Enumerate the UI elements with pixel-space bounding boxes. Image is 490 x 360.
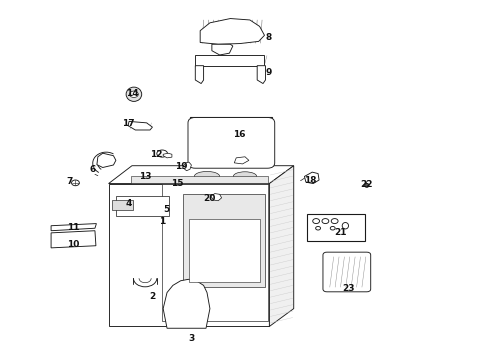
Ellipse shape	[342, 222, 348, 229]
FancyBboxPatch shape	[188, 117, 275, 168]
Polygon shape	[189, 219, 260, 282]
Polygon shape	[196, 55, 265, 66]
Ellipse shape	[233, 172, 257, 181]
Polygon shape	[162, 184, 269, 321]
Text: 14: 14	[125, 89, 138, 98]
Text: 9: 9	[265, 68, 271, 77]
Polygon shape	[304, 172, 319, 184]
Text: 23: 23	[342, 284, 355, 293]
Text: 20: 20	[204, 194, 216, 203]
Bar	[307, 214, 365, 241]
Text: 8: 8	[265, 33, 271, 42]
Text: 4: 4	[126, 199, 132, 208]
Text: 19: 19	[175, 162, 188, 171]
Polygon shape	[234, 157, 249, 164]
Polygon shape	[200, 18, 265, 44]
Polygon shape	[196, 66, 203, 84]
Text: 13: 13	[139, 172, 151, 181]
Ellipse shape	[157, 150, 168, 157]
Ellipse shape	[129, 91, 138, 98]
Ellipse shape	[316, 226, 320, 230]
FancyBboxPatch shape	[323, 252, 371, 292]
Text: 18: 18	[304, 176, 317, 185]
Text: 11: 11	[67, 222, 80, 231]
Polygon shape	[116, 196, 170, 216]
Text: 6: 6	[90, 166, 96, 175]
Bar	[191, 117, 272, 169]
Polygon shape	[212, 44, 233, 55]
Polygon shape	[257, 66, 266, 84]
Polygon shape	[51, 231, 96, 248]
Polygon shape	[163, 153, 172, 158]
Text: 16: 16	[233, 130, 245, 139]
Text: 7: 7	[67, 177, 73, 186]
Polygon shape	[109, 166, 294, 184]
Polygon shape	[130, 176, 269, 183]
Text: 15: 15	[172, 179, 184, 188]
Text: 21: 21	[334, 228, 346, 237]
Text: 5: 5	[163, 205, 169, 214]
Polygon shape	[51, 224, 97, 231]
Ellipse shape	[182, 306, 191, 312]
Ellipse shape	[322, 219, 329, 224]
Polygon shape	[270, 166, 294, 327]
Ellipse shape	[365, 183, 369, 187]
Ellipse shape	[313, 219, 319, 224]
Polygon shape	[163, 279, 210, 328]
Text: 12: 12	[150, 150, 163, 159]
Ellipse shape	[331, 219, 338, 224]
Polygon shape	[183, 194, 266, 287]
Text: 2: 2	[149, 292, 155, 301]
Ellipse shape	[126, 87, 142, 102]
Polygon shape	[128, 121, 152, 130]
Polygon shape	[97, 153, 116, 167]
Ellipse shape	[72, 180, 79, 186]
Polygon shape	[183, 162, 192, 171]
Text: 10: 10	[67, 240, 80, 249]
Ellipse shape	[195, 171, 220, 181]
Text: 1: 1	[159, 217, 165, 226]
Text: 22: 22	[361, 180, 373, 189]
Polygon shape	[211, 194, 221, 201]
Text: 17: 17	[122, 119, 134, 128]
Text: 3: 3	[188, 334, 195, 343]
Polygon shape	[113, 200, 133, 210]
Ellipse shape	[330, 226, 335, 230]
Polygon shape	[109, 184, 270, 327]
